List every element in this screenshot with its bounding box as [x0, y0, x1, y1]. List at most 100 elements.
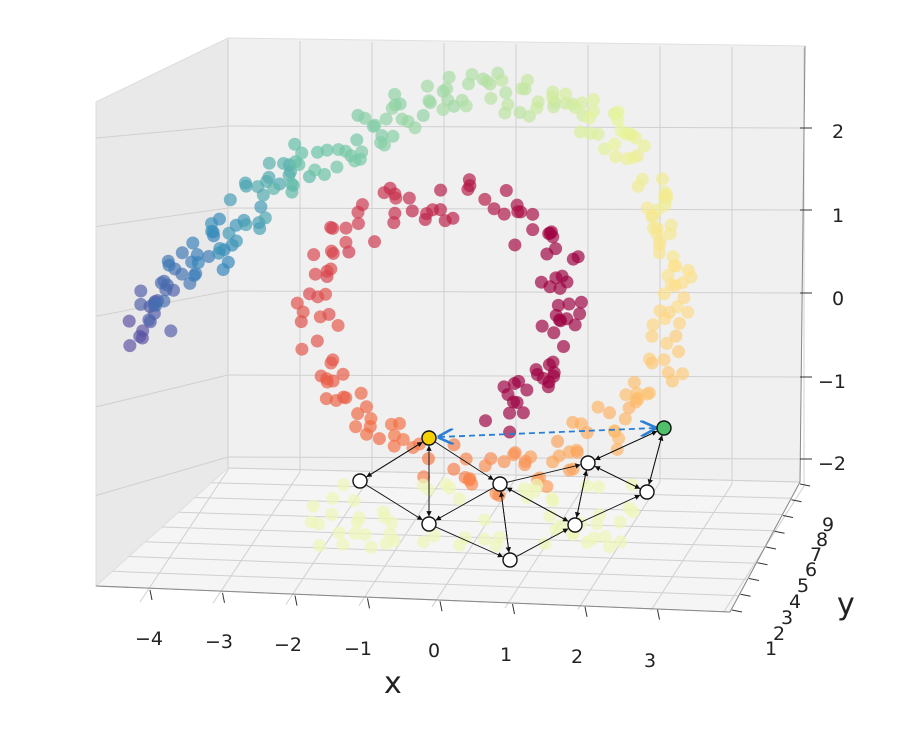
scatter-point	[580, 426, 594, 440]
scatter-point	[284, 177, 298, 191]
neighbor-graph-overlay	[352, 421, 672, 568]
grid-line	[95, 125, 229, 139]
scatter-point	[331, 318, 345, 332]
scatter-point	[631, 179, 645, 193]
scatter-point	[348, 526, 362, 540]
scatter-point	[387, 216, 401, 230]
grid-line	[194, 497, 783, 515]
grid-line	[227, 125, 804, 129]
scatter-point	[238, 176, 252, 190]
scatter-point	[543, 280, 557, 294]
grid-line	[145, 541, 757, 564]
scatter-point	[319, 392, 333, 406]
scatter-point	[499, 86, 513, 100]
scatter-point	[563, 463, 577, 477]
scatter-point	[459, 452, 473, 466]
y-axis-line	[729, 481, 801, 613]
scatter-point	[358, 528, 372, 542]
scatter-point	[672, 345, 686, 359]
scatter-point	[520, 490, 534, 504]
scatter-point	[392, 417, 406, 431]
scatter-point	[530, 478, 544, 492]
scatter-point	[681, 263, 695, 277]
scatter-point	[611, 113, 625, 127]
scatter-point	[608, 137, 622, 151]
scatter-point	[447, 438, 461, 452]
scatter-point	[354, 386, 368, 400]
scatter-point	[387, 439, 401, 453]
graph-node	[492, 476, 508, 492]
scatter-point	[547, 366, 561, 380]
y-tick-mark	[782, 515, 794, 518]
scatter-point	[349, 420, 363, 434]
grid-line	[95, 456, 229, 496]
y-tick-label: 1	[765, 638, 777, 660]
graph-edge	[574, 469, 588, 518]
scatter-point	[508, 238, 522, 252]
graph-node	[580, 455, 596, 471]
x-tick-label: −2	[274, 634, 302, 656]
graph-node	[639, 484, 655, 500]
scatter-point	[326, 353, 340, 367]
scatter-point	[598, 530, 612, 544]
graph-edge	[647, 434, 663, 485]
scatter-point	[377, 138, 391, 152]
scatter-point	[320, 270, 334, 284]
grid-line	[112, 570, 739, 597]
y-tick-mark	[748, 578, 760, 581]
scatter-point	[350, 133, 364, 147]
scatter-point	[478, 192, 492, 206]
graph-edge	[594, 466, 641, 490]
z-tick-labels: 2 1 0 −1 −2	[818, 121, 846, 475]
x-axis-line	[95, 585, 731, 613]
scatter-point	[657, 287, 671, 301]
y-tick-label: 7	[810, 544, 822, 566]
scatter-point	[421, 482, 435, 496]
scatter-point	[516, 406, 530, 420]
x-tick-mark	[512, 603, 515, 615]
scatter-point	[421, 452, 435, 466]
graph-node	[352, 473, 368, 489]
scatter-point	[501, 98, 515, 112]
scatter-point	[379, 112, 393, 126]
grid-line	[178, 511, 774, 532]
scatter-point	[459, 99, 473, 113]
scatter-point	[655, 172, 669, 186]
scatter-point	[546, 455, 560, 469]
scatter-point	[295, 146, 309, 160]
scatter-point	[267, 182, 281, 196]
scatter-point	[312, 539, 326, 553]
scatter-point	[452, 492, 466, 506]
scatter-point	[326, 246, 340, 260]
scatter-point	[417, 535, 431, 549]
scatter-point	[157, 274, 171, 288]
scatter-point	[520, 73, 534, 87]
scatter-point	[663, 227, 677, 241]
scatter-point	[583, 126, 597, 140]
scatter-point	[368, 118, 382, 132]
scatter-point	[542, 227, 556, 241]
x-tick-mark	[149, 589, 153, 601]
scatter-point	[487, 202, 501, 216]
grid-line	[227, 467, 801, 483]
y-tick-mark	[757, 562, 768, 566]
scatter-point	[614, 535, 628, 549]
scatter-point	[549, 523, 563, 537]
scatter-point	[551, 434, 565, 448]
scatter-point	[463, 179, 477, 193]
scatter-point	[306, 499, 320, 513]
y-tick-label: 5	[797, 575, 809, 597]
scatter-point	[308, 267, 322, 281]
scatter-point	[363, 419, 377, 433]
graph-node	[421, 430, 437, 446]
scatter-point	[336, 367, 350, 381]
scatter-point	[133, 329, 147, 343]
scatter-point	[650, 221, 664, 235]
scatter-point	[332, 526, 346, 540]
scatter-point	[175, 267, 189, 281]
scatter-point	[545, 491, 559, 505]
x-tick-label: −3	[205, 631, 233, 653]
scatter-point	[408, 121, 422, 135]
scatter-point	[478, 513, 492, 527]
scatter-point	[646, 318, 660, 332]
